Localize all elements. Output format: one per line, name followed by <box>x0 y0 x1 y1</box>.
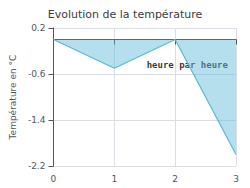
svg-text:-2.2: -2.2 <box>28 161 46 171</box>
svg-text:2: 2 <box>172 174 178 184</box>
svg-text:3: 3 <box>233 174 239 184</box>
svg-text:0: 0 <box>51 174 57 184</box>
svg-text:-1.4: -1.4 <box>28 115 46 125</box>
svg-text:-0.6: -0.6 <box>28 69 46 79</box>
svg-text:Température en °C: Température en °C <box>8 55 18 141</box>
svg-text:1: 1 <box>111 174 117 184</box>
svg-text:0.2: 0.2 <box>31 23 45 33</box>
svg-text:Evolution de la température: Evolution de la température <box>48 8 203 21</box>
